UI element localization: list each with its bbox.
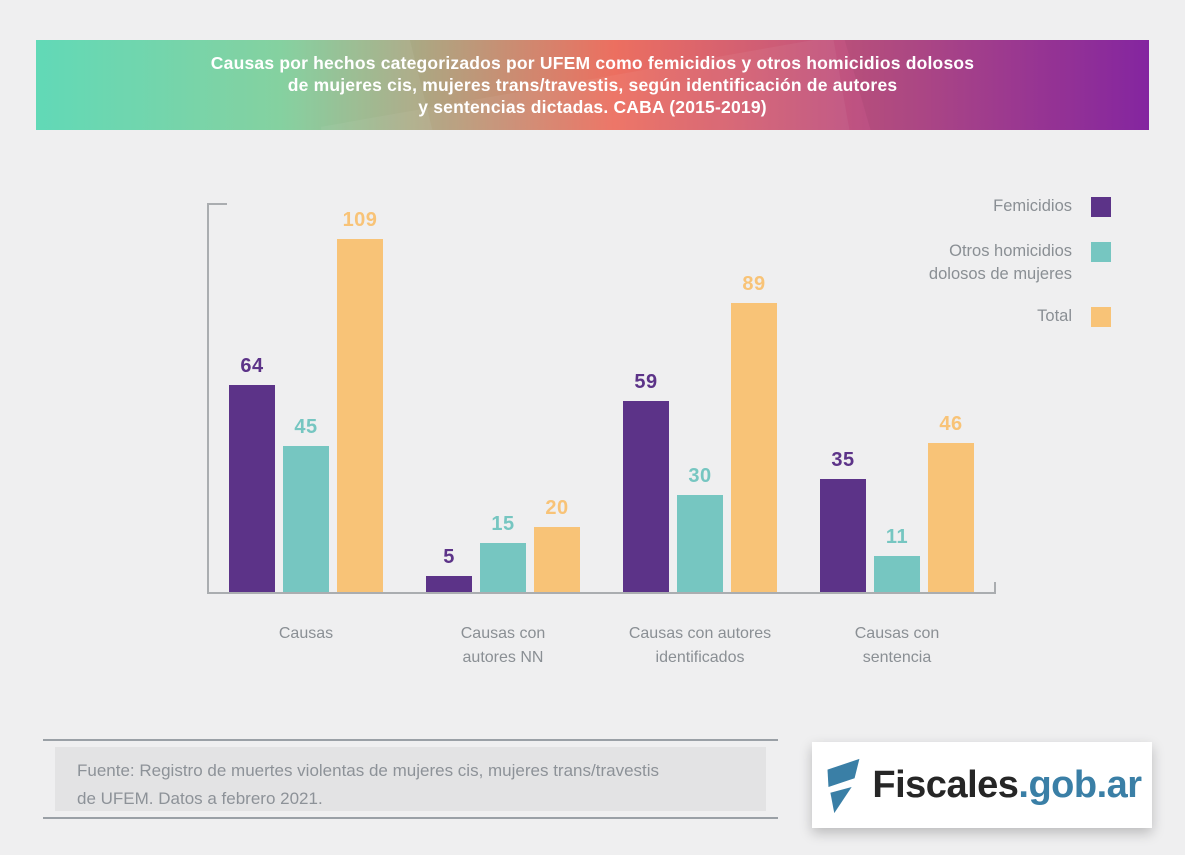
- legend-label: Total: [812, 305, 1072, 328]
- bar-total-causas-con-autores-identificados: [731, 303, 777, 592]
- bar-total-causas-con-autores-nn: [534, 527, 580, 592]
- source-box: Fuente: Registro de muertes violentas de…: [43, 739, 778, 819]
- y-axis-line: [207, 203, 209, 592]
- value-label-total-causas-con-sentencia: 46: [939, 413, 963, 435]
- legend-label-line: Femicidios: [993, 197, 1072, 215]
- legend-label-line: Otros homicidios: [949, 242, 1072, 260]
- category-label-line: Causas con: [460, 625, 546, 642]
- value-label-femicidios-causas: 64: [240, 355, 264, 377]
- x-axis-end-tick: [994, 582, 996, 592]
- x-axis-line: [207, 592, 996, 594]
- legend-swatch-otros-homicidios-dolosos-de-mujeres: [1091, 242, 1111, 262]
- legend-swatch-total: [1091, 307, 1111, 327]
- bar-otros-homicidios-dolosos-de-mujeres-causas-con-autores-nn: [480, 543, 526, 592]
- category-label-line: sentencia: [862, 649, 932, 666]
- chart-title-line-2: de mujeres cis, mujeres trans/travestis,…: [287, 75, 898, 95]
- bar-otros-homicidios-dolosos-de-mujeres-causas-con-sentencia: [874, 556, 920, 592]
- bar-femicidios-causas-con-autores-identificados: [623, 401, 669, 592]
- title-banner: Causas por hechos categorizados por UFEM…: [36, 40, 1149, 130]
- value-label-otros-homicidios-dolosos-de-mujeres-causas-con-autores-identificados: 30: [688, 465, 712, 487]
- category-label-causas-con-autores-nn: Causas con autores NN: [388, 622, 618, 670]
- category-label-causas: Causas: [191, 622, 421, 646]
- source-box-background: Fuente: Registro de muertes violentas de…: [55, 747, 766, 811]
- legend-swatch-femicidios: [1091, 197, 1111, 217]
- fiscales-logo-card: Fiscales.gob.ar: [812, 742, 1152, 828]
- value-label-total-causas-con-autores-identificados: 89: [742, 273, 766, 295]
- bar-femicidios-causas-con-sentencia: [820, 479, 866, 592]
- chart-title-line-3: y sentencias dictadas. CABA (2015-2019): [418, 97, 767, 117]
- category-label-causas-con-autores-identificados: Causas con autores identificados: [585, 622, 815, 670]
- legend-label-line: dolosos de mujeres: [928, 265, 1072, 283]
- bar-femicidios-causas-con-autores-nn: [426, 576, 472, 592]
- bar-otros-homicidios-dolosos-de-mujeres-causas: [283, 446, 329, 592]
- fiscales-f-flag-icon: [827, 758, 860, 814]
- value-label-femicidios-causas-con-autores-identificados: 59: [634, 371, 658, 393]
- category-label-line: Causas con: [854, 625, 940, 642]
- value-label-femicidios-causas-con-autores-nn: 5: [443, 546, 455, 568]
- bar-otros-homicidios-dolosos-de-mujeres-causas-con-autores-identificados: [677, 495, 723, 592]
- bar-chart-plot-area: 64 45 109 5 15 20 59 30 89 35 11 46: [207, 203, 996, 594]
- chart-title-line-1: Causas por hechos categorizados por UFEM…: [210, 53, 975, 73]
- y-axis-top-tick: [207, 203, 227, 205]
- value-label-otros-homicidios-dolosos-de-mujeres-causas-con-autores-nn: 15: [491, 513, 515, 535]
- value-label-otros-homicidios-dolosos-de-mujeres-causas-con-sentencia: 11: [885, 526, 909, 548]
- logo-brand-text: Fiscales: [872, 763, 1019, 806]
- category-label-line: Causas con autores: [628, 625, 772, 642]
- category-label-line: autores NN: [462, 649, 544, 666]
- bar-total-causas-con-sentencia: [928, 443, 974, 592]
- fiscales-logo-wordmark: Fiscales.gob.ar: [872, 763, 1142, 807]
- legend-label: Otros homicidios dolosos de mujeres: [812, 240, 1072, 286]
- category-label-causas-con-sentencia: Causas con sentencia: [782, 622, 1012, 670]
- value-label-femicidios-causas-con-sentencia: 35: [831, 449, 855, 471]
- category-label-line: identificados: [655, 649, 745, 666]
- legend-label: Femicidios: [812, 195, 1072, 218]
- logo-domain-text: .gob.ar: [1018, 763, 1142, 806]
- value-label-total-causas: 109: [342, 209, 378, 231]
- legend-label-line: Total: [1037, 307, 1072, 325]
- bar-femicidios-causas: [229, 385, 275, 592]
- category-label-line: Causas: [278, 625, 334, 642]
- source-text-line-1: Fuente: Registro de muertes violentas de…: [77, 761, 660, 780]
- value-label-total-causas-con-autores-nn: 20: [545, 497, 569, 519]
- bar-total-causas: [337, 239, 383, 592]
- source-text-line-2: de UFEM. Datos a febrero 2021.: [77, 789, 323, 808]
- source-text: Fuente: Registro de muertes violentas de…: [77, 757, 659, 813]
- value-label-otros-homicidios-dolosos-de-mujeres-causas: 45: [294, 416, 318, 438]
